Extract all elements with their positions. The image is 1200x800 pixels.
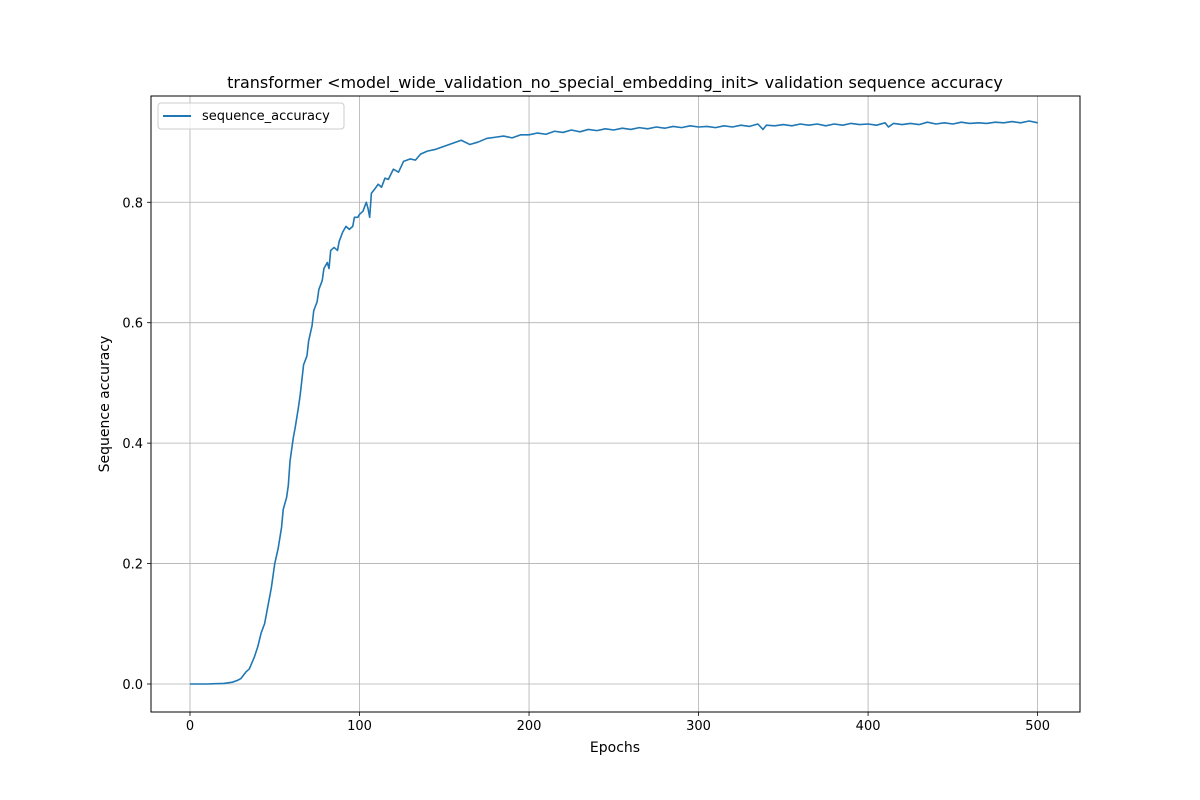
chart-title: transformer <model_wide_validation_no_sp… <box>227 73 1003 93</box>
y-tick-label: 0.2 <box>122 558 143 573</box>
x-tick-label: 400 <box>856 719 881 734</box>
legend-label: sequence_accuracy <box>202 109 330 124</box>
legend-box <box>157 102 345 130</box>
x-tick-label: 300 <box>686 719 711 734</box>
y-tick-label: 0.4 <box>122 437 143 452</box>
plot-area-clip <box>189 120 1038 685</box>
axis-ticks: 0 100 200 300 400 500 0.0 0.2 0.4 0.6 0.8 <box>122 196 1050 734</box>
legend: sequence_accuracy <box>157 102 345 130</box>
y-axis-label: Sequence accuracy <box>97 336 113 473</box>
y-tick-label: 0.8 <box>122 196 143 211</box>
plot-frame <box>150 95 1081 713</box>
series-layer <box>189 120 1038 685</box>
x-tick-label: 0 <box>186 719 194 734</box>
y-tick-label: 0.0 <box>122 678 143 693</box>
x-tick-label: 500 <box>1025 719 1050 734</box>
y-tick-label: 0.6 <box>122 317 143 332</box>
x-axis-label: Epochs <box>590 740 640 756</box>
x-tick-label: 200 <box>517 719 542 734</box>
grid <box>151 96 1080 712</box>
series-line-sequence_accuracy <box>189 120 1038 685</box>
x-tick-label: 100 <box>347 719 372 734</box>
